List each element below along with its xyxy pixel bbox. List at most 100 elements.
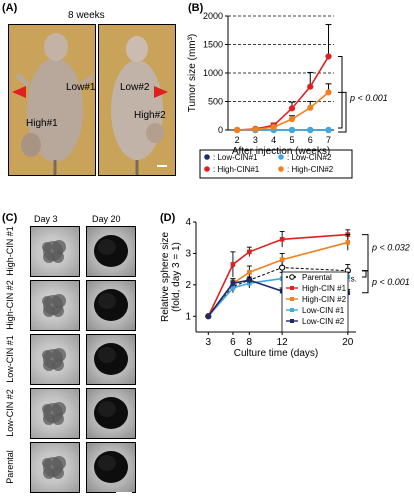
x-tick-label: 3 [253, 135, 258, 145]
legend-marker [278, 154, 284, 160]
sphere-image-day3 [30, 226, 80, 277]
arrow-high2-icon [154, 86, 168, 98]
x-tick-label: 2 [235, 135, 240, 145]
legend-item: High-CIN #1 [302, 284, 347, 293]
sphere-cell [52, 305, 64, 317]
sphere-core [98, 455, 116, 471]
data-point [288, 105, 296, 112]
data-point [279, 257, 285, 263]
data-point [325, 126, 332, 134]
sphere-cell [42, 350, 52, 360]
sphere-cell [42, 458, 52, 468]
data-point [279, 236, 285, 242]
p-value-label: p < 0.032 [371, 242, 410, 252]
legend-item: High-CIN #2 [302, 295, 347, 304]
data-point [288, 126, 296, 134]
x-tick-label: 4 [271, 135, 276, 145]
sphere-cell [43, 251, 55, 263]
col-label-day3: Day 3 [34, 214, 58, 224]
sphere-cell [42, 242, 52, 252]
x-tick-label: 7 [326, 135, 331, 145]
sphere-image-day3 [30, 442, 80, 493]
legend-item: : Low-CIN#2 [287, 153, 332, 162]
y-tick-label: 1500 [203, 40, 223, 50]
row-label: Low-CIN #1 [5, 335, 15, 383]
panel-a-header: 8 weeks [68, 10, 105, 21]
sphere-core [98, 239, 116, 255]
label-low2: Low#2 [120, 82, 150, 93]
data-point [247, 269, 252, 275]
row-label: High-CIN #1 [5, 226, 15, 276]
sphere-cell [52, 348, 66, 362]
y-tick-label: 1000 [203, 68, 223, 78]
row-label: Parental [5, 450, 15, 484]
p-value-label: p < 0.001 [349, 93, 388, 103]
data-point [252, 126, 259, 133]
mouse-photo-right [98, 24, 176, 176]
data-point [325, 89, 332, 96]
data-point [307, 126, 314, 134]
data-point [234, 126, 241, 134]
sphere-cell [52, 467, 64, 479]
legend-marker [290, 286, 294, 290]
sphere-cell [43, 467, 55, 479]
sphere-image-day3 [30, 280, 80, 331]
y-tick-label: 3 [185, 248, 191, 259]
y-tick-label: 500 [208, 97, 223, 107]
legend-item: Parental [302, 273, 332, 282]
data-point [325, 53, 332, 60]
col-label-day20: Day 20 [92, 214, 121, 224]
sphere-cluster [42, 294, 66, 317]
sphere-image-day3 [30, 388, 80, 439]
mouse-right-illustration [99, 25, 175, 175]
sphere-cell [52, 402, 66, 416]
data-point [288, 116, 296, 123]
x-tick-label: 5 [289, 135, 294, 145]
data-point [230, 280, 236, 286]
x-axis-label: Culture time (days) [234, 348, 318, 359]
sphere-cluster [42, 456, 66, 479]
legend-marker [290, 308, 294, 312]
sphere-core [98, 401, 116, 417]
sphere-image-day20 [86, 334, 136, 385]
sphere-cell [43, 305, 55, 317]
y-axis-label: Relative sphere size [160, 232, 171, 322]
sphere-cell [52, 456, 66, 470]
significance-bracket [362, 270, 367, 278]
y-tick-label: 2 [185, 280, 191, 291]
sphere-cell [42, 404, 52, 414]
legend-item: : High-CIN#1 [213, 165, 260, 174]
data-point [247, 249, 252, 255]
sphere-cluster [42, 240, 66, 263]
sphere-image-day20 [86, 226, 136, 277]
legend-marker [289, 274, 295, 280]
sphere-cell [52, 240, 66, 254]
legend-item: Low-CIN #2 [302, 317, 345, 326]
legend-marker [290, 319, 294, 323]
row-label: High-CIN #2 [5, 280, 15, 330]
significance-bracket [338, 91, 347, 133]
y-axis-label: (fold, day 3 = 1) [171, 242, 182, 312]
legend-box [199, 149, 353, 179]
sphere-image-day20 [86, 442, 136, 493]
sphere-cell [52, 294, 66, 308]
x-tick-label: 6 [308, 135, 313, 145]
significance-bracket [362, 270, 369, 294]
sphere-core [98, 293, 116, 309]
panel-label-b: (B) [188, 2, 204, 14]
panel-label-a: (A) [2, 2, 18, 14]
mouse-photo-left [8, 24, 96, 176]
sphere-cluster [42, 402, 66, 425]
sphere-cell [52, 359, 64, 371]
data-point [230, 262, 236, 267]
ns-label: n.s. [344, 275, 357, 284]
label-low1: Low#1 [66, 82, 96, 93]
sphere-image-day3 [30, 334, 80, 385]
sphere-cell [42, 296, 52, 306]
legend-marker [204, 166, 210, 172]
x-tick-label: 20 [342, 337, 354, 348]
data-point [270, 124, 277, 131]
row-label: Low-CIN #2 [5, 389, 15, 437]
legend-item: Low-CIN #1 [302, 306, 345, 315]
sphere-cell [52, 251, 64, 263]
